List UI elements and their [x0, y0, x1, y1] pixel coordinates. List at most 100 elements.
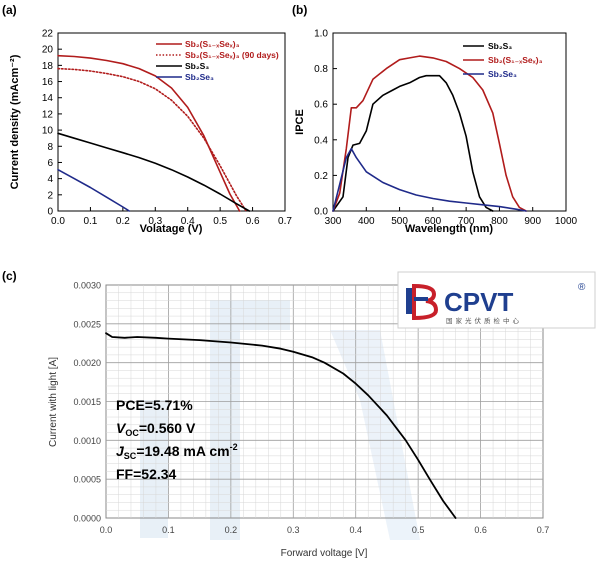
y-tick-label: 16	[42, 77, 54, 88]
chart-a-legend: Sb₂(S₁₋ₓSeₓ)₃ Sb₂(S₁₋ₓSeₓ)₃ (90 days) Sb…	[156, 39, 279, 82]
watermark	[140, 300, 420, 540]
metric-jsc-symbol: J	[116, 443, 125, 459]
logo-registered: ®	[578, 282, 586, 293]
x-tick-label: 0.6	[246, 216, 260, 227]
cpvt-logo: CPVT ® 国家光伏质检中心	[397, 271, 596, 329]
x-tick-label: 0.2	[116, 216, 130, 227]
y-tick-label: 0.0030	[73, 281, 101, 291]
metric-pce: PCE=5.71%	[116, 397, 193, 413]
x-tick-label: 1000	[555, 216, 578, 227]
chart-a-ticks: 0.0 0.1 0.2 0.3 0.4 0.5 0.6 0.7 0 2 4 6 8 10 12 14 16 18 2…	[42, 29, 293, 228]
chart-b-legend: Sb₂S₃ Sb₂(S₁₋ₓSeₓ)₃ Sb₂Se₃	[463, 41, 543, 79]
chart-a-series	[57, 54, 251, 212]
series-line-2-0	[105, 332, 457, 519]
chart-b-series	[332, 55, 527, 212]
metric-voc: VOC=0.560 V	[116, 420, 196, 438]
legend-a-label-1: Sb₂(S₁₋ₓSeₓ)₃ (90 days)	[185, 50, 279, 60]
y-tick-label: 12	[42, 109, 54, 120]
y-tick-label: 8	[47, 142, 53, 153]
chart-a: 0.0 0.1 0.2 0.3 0.4 0.5 0.6 0.7 0 2 4 6 8 10 12 14 16 18 2…	[9, 29, 292, 236]
chart-c-series	[105, 332, 457, 519]
series-line-1-2	[332, 147, 527, 212]
x-tick-label: 0.5	[412, 525, 425, 535]
chart-b-frame	[332, 32, 567, 212]
x-tick-label: 0.3	[148, 216, 162, 227]
x-tick-label: 600	[425, 216, 442, 227]
chart-a-xlabel: Volatage (V)	[140, 223, 203, 235]
x-tick-label: 800	[491, 216, 508, 227]
x-tick-label: 0.4	[349, 525, 362, 535]
chart-b-ticks: 300 400 500 600 700 800 900 1000 0.0 0.2 0.4 0.6 0.8…	[314, 29, 577, 228]
y-tick-label: 0.0005	[73, 475, 101, 485]
x-tick-label: 0.0	[100, 525, 113, 535]
series-line-0-2	[57, 132, 251, 212]
metric-jsc-value: =19.48 mA cm	[136, 443, 229, 459]
y-tick-label: 0.0	[314, 207, 328, 218]
legend-a-label-2: Sb₂S₃	[185, 61, 209, 71]
x-tick-label: 500	[391, 216, 408, 227]
chart-c-xlabel: Forward voltage [V]	[281, 548, 368, 559]
x-tick-label: 0.7	[537, 525, 550, 535]
x-tick-label: 700	[458, 216, 475, 227]
y-tick-label: 22	[42, 29, 54, 40]
series-line-0-1	[57, 67, 247, 212]
x-tick-label: 0.6	[474, 525, 487, 535]
y-tick-label: 6	[47, 158, 53, 169]
x-tick-label: 0.4	[181, 216, 195, 227]
panel-label-a: (a)	[2, 3, 17, 17]
y-tick-label: 0.8	[314, 64, 328, 75]
x-tick-label: 0.1	[162, 525, 175, 535]
chart-b: 300 400 500 600 700 800 900 1000 0.0 0.2 0.4 0.6 0.8…	[294, 29, 578, 236]
chart-a-frame	[57, 32, 286, 212]
y-tick-label: 1.0	[314, 29, 328, 40]
metric-ff: FF=52.34	[116, 466, 177, 482]
x-tick-label: 0.2	[225, 525, 238, 535]
metric-voc-value: =0.560 V	[139, 420, 196, 436]
legend-a-label-0: Sb₂(S₁₋ₓSeₓ)₃	[185, 39, 240, 49]
y-tick-label: 0	[47, 207, 53, 218]
y-tick-label: 18	[42, 61, 54, 72]
panel-label-c: (c)	[2, 269, 17, 283]
metric-jsc-sub: SC	[124, 451, 137, 461]
chart-c-ylabel: Current with light [A]	[48, 357, 59, 447]
legend-b-label-2: Sb₂Se₃	[488, 69, 517, 79]
series-line-0-0	[57, 54, 241, 212]
panel-label-b: (b)	[292, 3, 307, 17]
y-tick-label: 2	[47, 190, 53, 201]
chart-a-ylabel: Current density (mAcm⁻²)	[9, 54, 21, 189]
y-tick-label: 0.0010	[73, 436, 101, 446]
x-tick-label: 0.0	[51, 216, 65, 227]
y-tick-label: 14	[42, 93, 54, 104]
legend-b-label-1: Sb₂(S₁₋ₓSeₓ)₃	[488, 55, 543, 65]
metric-jsc-sup: -2	[230, 442, 238, 452]
y-tick-label: 10	[42, 126, 54, 137]
x-tick-label: 0.1	[83, 216, 97, 227]
y-tick-label: 0.0020	[73, 358, 101, 368]
x-tick-label: 0.3	[287, 525, 300, 535]
x-tick-label: 400	[358, 216, 375, 227]
logo-text: CPVT	[444, 287, 513, 317]
series-line-1-1	[332, 55, 527, 212]
x-tick-label: 900	[524, 216, 541, 227]
y-tick-label: 0.6	[314, 100, 328, 111]
metric-voc-symbol: V	[116, 420, 127, 436]
chart-c: 0.0 0.1 0.2 0.3 0.4 0.5 0.6 0.7 0.0000 0.0005 0.00…	[48, 271, 596, 559]
y-tick-label: 4	[47, 174, 53, 185]
metric-jsc: JSC=19.48 mA cm-2	[116, 442, 238, 461]
y-tick-label: 0.0000	[73, 514, 101, 524]
legend-b-label-0: Sb₂S₃	[488, 41, 512, 51]
y-tick-label: 0.0015	[73, 397, 101, 407]
x-tick-label: 0.7	[278, 216, 292, 227]
metric-voc-sub: OC	[125, 428, 139, 438]
x-tick-label: 0.5	[213, 216, 227, 227]
series-line-1-0	[332, 74, 494, 212]
logo-subtitle: 国家光伏质检中心	[446, 316, 522, 325]
legend-a-label-3: Sb₂Se₃	[185, 72, 214, 82]
series-line-0-3	[57, 168, 131, 212]
y-tick-label: 0.4	[314, 135, 328, 146]
y-tick-label: 0.2	[314, 171, 328, 182]
chart-b-xlabel: Wavelength (nm)	[405, 223, 494, 235]
logo-mark-icon	[406, 283, 439, 321]
y-tick-label: 0.0025	[73, 319, 101, 329]
